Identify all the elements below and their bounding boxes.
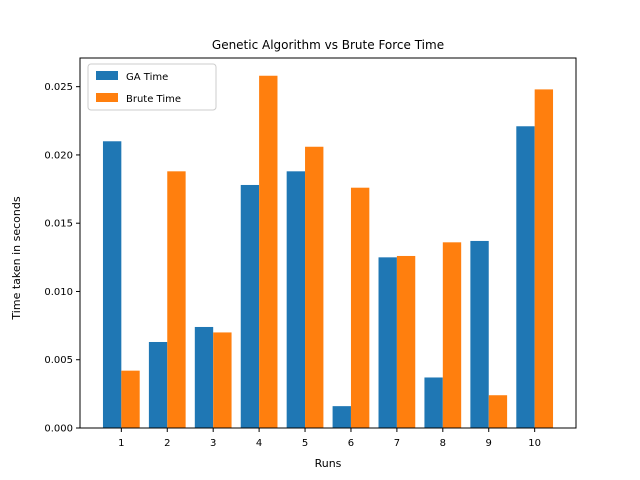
- y-tick-label: 0.010: [44, 287, 73, 298]
- bar-ga-1: [102, 141, 122, 428]
- x-tick-label: 7: [394, 438, 400, 449]
- legend: GA Time Brute Time: [87, 63, 217, 111]
- bar-ga-7: [378, 257, 397, 428]
- bar-brute-4: [259, 75, 278, 428]
- x-tick-label: 8: [440, 438, 446, 449]
- x-tick-label: 5: [302, 438, 308, 449]
- bar-brute-8: [442, 242, 462, 428]
- bar-brute-9: [488, 395, 508, 428]
- x-tick-label: 3: [210, 438, 216, 449]
- x-tick-label: 2: [164, 438, 170, 449]
- bar-ga-8: [424, 377, 443, 428]
- bar-ga-2: [148, 341, 168, 428]
- x-tick-label: 10: [528, 438, 541, 449]
- legend-label-ga: GA Time: [126, 72, 168, 83]
- x-tick-label: 6: [348, 438, 354, 449]
- x-tick-label: 9: [486, 438, 492, 449]
- plot-area: 1 2 3 4 5 6 7 8 9 10 0.000 0.005 0.010 0.015 0.020 0.02…: [44, 57, 577, 449]
- bar-brute-3: [213, 332, 232, 428]
- bar-ga-4: [240, 184, 260, 428]
- bar-ga-6: [332, 406, 351, 428]
- x-tick-label: 4: [256, 438, 262, 449]
- y-tick-label: 0.020: [44, 150, 73, 161]
- bar-ga-9: [470, 240, 489, 428]
- bar-brute-6: [350, 187, 370, 428]
- legend-label-brute: Brute Time: [126, 94, 181, 105]
- bar-brute-10: [534, 89, 554, 429]
- bar-ga-5: [286, 171, 306, 428]
- bar-brute-5: [305, 146, 324, 428]
- legend-swatch-brute: [96, 93, 118, 102]
- bar-brute-1: [121, 370, 140, 428]
- legend-box: [87, 63, 217, 111]
- x-tick-label: 1: [118, 438, 124, 449]
- chart-title: Genetic Algorithm vs Brute Force Time: [212, 38, 444, 52]
- y-axis-label: Time taken in seconds: [10, 196, 23, 320]
- bar-brute-7: [396, 255, 416, 428]
- bar-brute-2: [167, 171, 186, 428]
- bar-ga-3: [194, 326, 214, 428]
- y-tick-label: 0.005: [44, 355, 73, 366]
- plot-frame: [79, 57, 577, 429]
- x-axis-label: Runs: [315, 457, 342, 470]
- y-tick-label: 0.000: [44, 424, 73, 435]
- y-tick-label: 0.025: [44, 82, 73, 93]
- bar-ga-10: [516, 126, 535, 429]
- legend-swatch-ga: [96, 71, 118, 80]
- y-tick-label: 0.015: [44, 219, 73, 230]
